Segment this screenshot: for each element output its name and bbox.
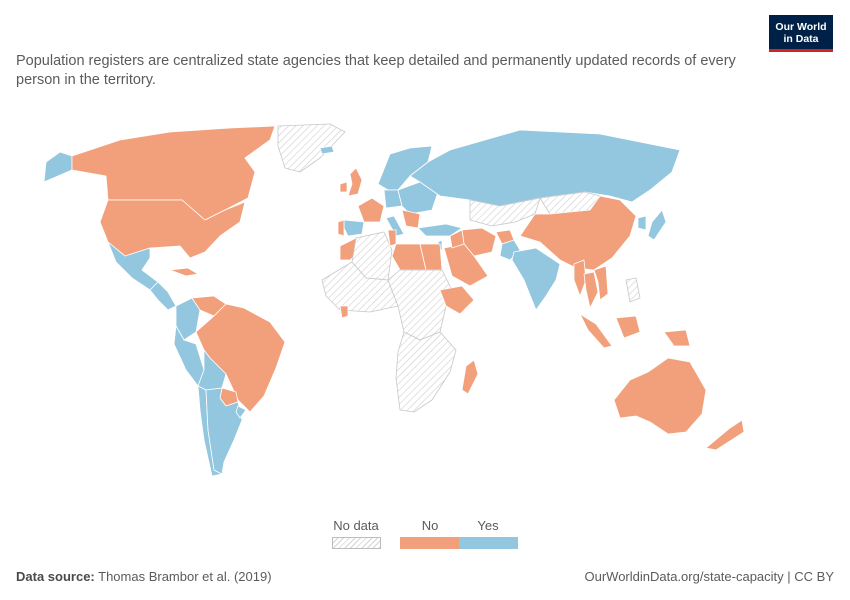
map-region-canada[interactable] [71, 125, 276, 221]
legend-swatch-no-data[interactable] [332, 537, 381, 549]
map-region-ghana[interactable] [339, 305, 349, 319]
map-region-philippines[interactable] [625, 277, 641, 303]
map-region-greenland[interactable] [277, 123, 346, 173]
world-map[interactable] [0, 110, 850, 500]
map-region-turkey[interactable] [417, 223, 463, 237]
legend-swatch-no[interactable] [400, 537, 459, 549]
map-region-japan[interactable] [647, 209, 667, 241]
map-region-cuba[interactable] [169, 267, 199, 277]
map-region-papua-new-guinea[interactable] [663, 329, 691, 347]
legend-label-yes: Yes [477, 518, 499, 533]
map-region-vietnam[interactable] [593, 265, 609, 301]
world-map-svg[interactable] [0, 110, 850, 500]
map-region-spain[interactable] [343, 219, 365, 237]
logo-line-1: Our World [775, 21, 827, 33]
map-region-china[interactable] [519, 195, 637, 271]
legend-swatch-yes[interactable] [459, 537, 518, 549]
map-region-central-africa[interactable] [387, 269, 453, 341]
map-legend: No data No Yes [330, 515, 530, 555]
source-url-link[interactable]: OurWorldinData.org/state-capacity | CC B… [584, 569, 834, 584]
map-region-india[interactable] [511, 247, 561, 311]
map-region-central-america[interactable] [149, 281, 177, 311]
map-region-borneo[interactable] [615, 315, 641, 339]
legend-label-no-data: No data [333, 518, 379, 533]
map-region-sumatra[interactable] [579, 313, 613, 349]
chart-subtitle: Population registers are centralized sta… [16, 53, 736, 88]
map-region-korea[interactable] [637, 215, 647, 231]
data-source-text: Thomas Brambor et al. (2019) [94, 569, 272, 584]
map-region-portugal[interactable] [337, 219, 345, 237]
data-source-label: Data source: [16, 569, 95, 584]
legend-label-no: No [421, 518, 439, 533]
map-region-new-zealand[interactable] [705, 419, 745, 451]
map-region-iraq[interactable] [449, 229, 465, 249]
map-region-france[interactable] [357, 197, 385, 223]
map-region-central-asia[interactable] [469, 197, 541, 227]
map-region-ireland[interactable] [339, 181, 348, 193]
map-region-australia[interactable] [613, 357, 707, 435]
map-region-united-kingdom[interactable] [347, 167, 363, 197]
map-region-mexico[interactable] [107, 241, 159, 291]
map-region-madagascar[interactable] [461, 359, 479, 395]
map-region-russia[interactable] [409, 129, 681, 207]
owid-logo[interactable]: Our World in Data [769, 15, 833, 52]
map-region-thailand[interactable] [583, 271, 599, 309]
map-region-ethiopia[interactable] [439, 285, 475, 315]
map-region-myanmar[interactable] [573, 259, 587, 297]
map-region-argentina[interactable] [205, 387, 243, 475]
map-region-southern-africa[interactable] [395, 331, 457, 413]
logo-line-2: in Data [783, 33, 819, 45]
map-region-alaska[interactable] [43, 151, 73, 183]
data-source: Data source: Thomas Brambor et al. (2019… [16, 569, 272, 584]
map-region-uruguay[interactable] [235, 405, 247, 419]
map-region-iceland[interactable] [319, 145, 335, 155]
